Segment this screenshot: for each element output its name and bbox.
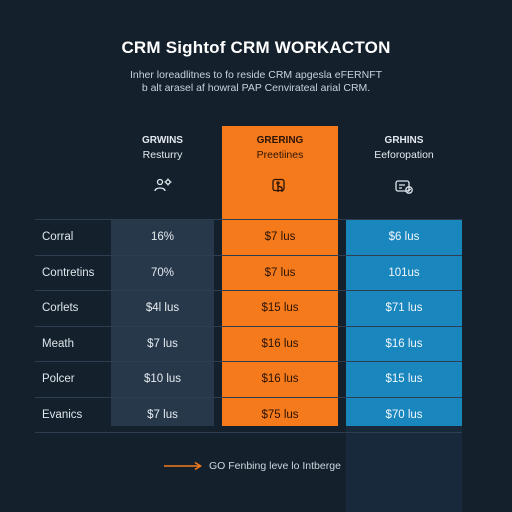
cell-value: $4l lus [145,302,180,314]
cell-value: $6 lus [388,231,420,243]
row-label: Contretins [42,266,95,279]
cell-value: $75 lus [261,408,299,421]
arrow-right-icon [163,461,203,471]
cell-value: 16% [150,231,175,243]
plan-header-1[interactable]: GRWINS Resturry [111,134,214,162]
cell-value: 70% [150,266,175,279]
plan-title: GRERING [256,135,304,146]
plan-title: GRWINS [142,135,183,146]
table-row: Corlets $4l lus $15 lus $71 lus [35,290,462,326]
cell-value: $16 lus [261,373,299,385]
cell-value: 101us [388,266,420,279]
row-label: Corlets [42,302,79,314]
cell-value: $70 lus [385,408,423,421]
card-check-icon [394,179,414,195]
cell-value: $16 lus [385,337,423,350]
row-label: Polcer [42,373,75,385]
footer-text: GO Fenbing leve lo Intberge [209,460,341,472]
plan-subtitle: Preetiines [256,149,304,161]
cell-value: $7 lus [147,408,178,421]
cell-value: $15 lus [261,302,299,314]
table-row: Corral 16% $7 lus $6 lus [35,219,462,255]
cell-value: $10 lus [143,373,182,385]
row-label: Corral [42,231,74,243]
cell-value: $15 lus [385,373,423,385]
subtitle-line-2: b alt arasel af howral PAP Cenvirateal a… [141,82,371,94]
plan-title: GRHINS [384,135,424,146]
plan-subtitle: Eeforopation [374,149,434,161]
table-row: Contretins 70% $7 lus 101us [35,254,462,291]
table-row: Polcer $10 lus $16 lus $15 lus [35,361,462,397]
cell-value: $7 lus [147,337,178,350]
cell-value: $7 lus [264,231,296,243]
comparison-table: Corral 16% $7 lus $6 lus Contretins 70% … [35,219,462,433]
plan-subtitle: Resturry [142,149,183,161]
table-row: Evanics $7 lus $75 lus $70 lus [35,396,462,433]
footer-link[interactable]: GO Fenbing leve lo Intberge [163,460,341,472]
plan-column-3-background [346,219,462,426]
plan-header-3[interactable]: GRHINS Eeforopation [346,134,462,162]
row-label: Meath [42,337,74,350]
plan-column-1-background [111,219,214,426]
table-row: Meath $7 lus $16 lus $16 lus [35,325,462,362]
subtitle-line-1: Inher loreadlitnes to fo reside CRM apge… [129,69,383,81]
plan-column-2-highlight[interactable] [222,126,338,426]
touch-screen-icon [270,178,290,194]
plan-header-2[interactable]: GRERING Preetiines [222,134,338,162]
cell-value: $71 lus [385,302,423,314]
page-title: CRM Sightof CRM WORKACTON [121,38,391,57]
cell-value: $16 lus [261,337,299,350]
plan-column-3-extension [346,426,462,512]
row-label: Evanics [42,408,83,421]
cell-value: $7 lus [264,266,296,279]
page-subtitle: Inher loreadlitnes to fo reside CRM apge… [0,69,512,95]
gear-person-icon [153,177,173,193]
